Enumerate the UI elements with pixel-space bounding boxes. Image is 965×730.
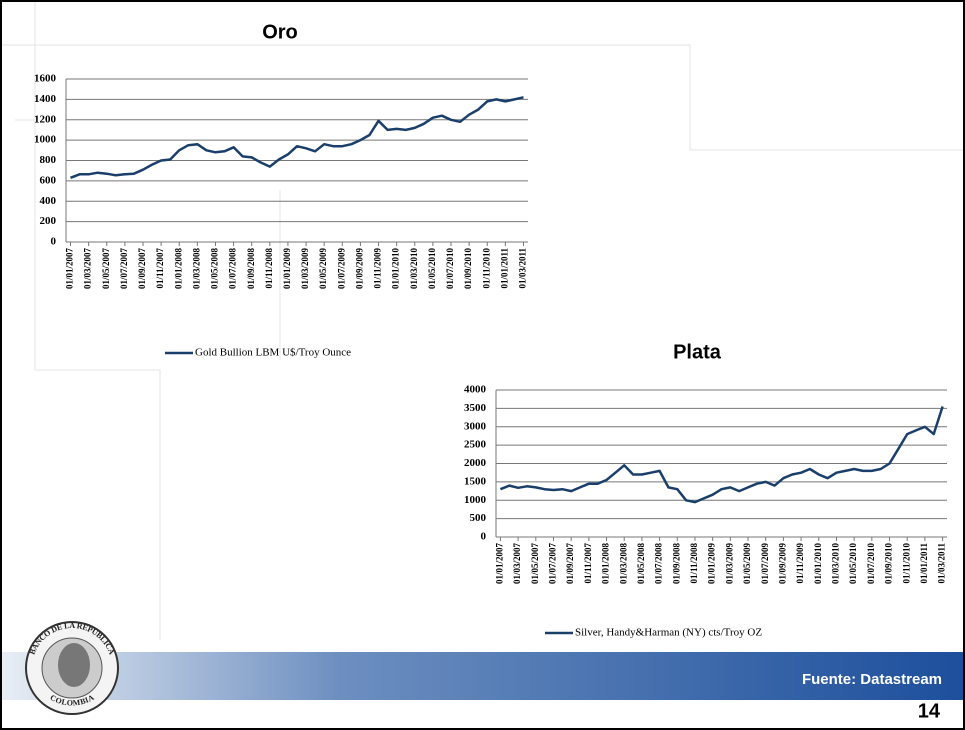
y-tick-label: 4000: [464, 384, 487, 396]
chart-title: Oro: [262, 21, 298, 43]
x-tick-label: 01/11/2009: [795, 543, 805, 584]
x-tick-label: 01/11/2010: [901, 543, 911, 584]
y-tick-label: 0: [51, 236, 57, 248]
x-tick-label: 01/05/2008: [636, 543, 646, 585]
x-tick-label: 01/09/2007: [565, 543, 575, 585]
x-tick-label: 01/09/2008: [246, 248, 256, 290]
x-tick-label: 01/09/2009: [354, 248, 364, 290]
x-tick-label: 01/05/2009: [318, 248, 328, 290]
x-tick-label: 01/09/2010: [463, 248, 473, 290]
x-tick-label: 01/09/2010: [884, 543, 894, 585]
x-tick-label: 01/01/2010: [813, 543, 823, 585]
x-tick-label: 01/03/2010: [831, 543, 841, 585]
y-tick-label: 3500: [464, 402, 487, 414]
decoration: [2, 2, 963, 640]
x-tick-label: 01/11/2010: [481, 248, 491, 289]
x-tick-label: 01/03/2009: [300, 248, 310, 290]
y-tick-label: 200: [40, 215, 57, 227]
x-tick-label: 01/07/2010: [866, 543, 876, 585]
x-tick-label: 01/03/2009: [724, 543, 734, 585]
x-tick-label: 01/01/2008: [173, 248, 183, 290]
x-tick-label: 01/03/2010: [409, 248, 419, 290]
footer-band: [2, 652, 963, 700]
x-tick-label: 01/11/2008: [689, 543, 699, 584]
x-tick-label: 01/09/2008: [671, 543, 681, 585]
x-tick-label: 01/03/2007: [512, 543, 522, 585]
x-tick-label: 01/07/2008: [228, 248, 238, 290]
legend-label: Gold Bullion LBM U$/Troy Ounce: [195, 347, 351, 359]
y-tick-label: 1200: [34, 113, 57, 125]
x-tick-label: 01/09/2007: [137, 248, 147, 290]
x-tick-label: 01/09/2009: [777, 543, 787, 585]
x-tick-label: 01/05/2010: [848, 543, 858, 585]
x-tick-label: 01/01/2008: [601, 543, 611, 585]
y-tick-label: 1500: [464, 475, 487, 487]
x-tick-label: 01/01/2009: [707, 543, 717, 585]
chart-title: Plata: [673, 341, 722, 363]
y-tick-label: 0: [481, 531, 487, 543]
x-tick-label: 01/05/2009: [742, 543, 752, 585]
x-tick-label: 01/05/2007: [101, 248, 111, 290]
y-tick-label: 1600: [34, 73, 57, 85]
x-tick-label: 01/07/2009: [760, 543, 770, 585]
svg-text:COLOMBIA: COLOMBIA: [49, 693, 96, 708]
x-tick-label: 01/01/2009: [282, 248, 292, 290]
x-tick-label: 01/01/2011: [919, 543, 929, 584]
x-tick-label: 01/11/2009: [373, 248, 383, 289]
y-tick-label: 1000: [34, 134, 57, 146]
y-tick-label: 1400: [34, 93, 57, 105]
series-line: [499, 406, 944, 504]
x-tick-label: 01/01/2007: [494, 543, 504, 585]
legend-label: Silver, Handy&Harman (NY) cts/Troy OZ: [575, 627, 762, 639]
x-tick-label: 01/05/2007: [530, 543, 540, 585]
y-tick-label: 600: [40, 174, 57, 186]
y-tick-label: 500: [470, 512, 487, 524]
x-tick-label: 01/05/2010: [427, 248, 437, 290]
x-tick-label: 01/07/2008: [654, 543, 664, 585]
y-tick-label: 3000: [464, 420, 487, 432]
series-line: [70, 96, 524, 179]
source-note: Fuente: Datastream: [802, 671, 942, 688]
x-tick-label: 01/03/2011: [937, 543, 947, 584]
x-tick-label: 01/01/2007: [65, 248, 75, 290]
x-tick-label: 01/01/2010: [391, 248, 401, 290]
y-tick-label: 2000: [464, 457, 487, 469]
page-number: 14: [918, 700, 941, 722]
y-tick-label: 800: [40, 154, 57, 166]
y-tick-label: 2500: [464, 439, 487, 451]
y-tick-label: 400: [40, 195, 57, 207]
logo-bottom: COLOMBIA: [49, 693, 96, 708]
logo: BANCO DE LA REPUBLICA COLOMBIA: [25, 621, 119, 715]
x-tick-label: 01/11/2007: [583, 543, 593, 584]
x-tick-label: 01/05/2008: [210, 248, 220, 290]
x-tick-label: 01/07/2007: [119, 248, 129, 290]
x-tick-label: 01/07/2009: [336, 248, 346, 290]
x-tick-label: 01/03/2007: [83, 248, 93, 290]
x-tick-label: 01/07/2007: [548, 543, 558, 585]
x-tick-label: 01/01/2011: [499, 248, 509, 289]
x-tick-label: 01/03/2008: [618, 543, 628, 585]
x-tick-label: 01/07/2010: [445, 248, 455, 290]
x-tick-label: 01/03/2008: [191, 248, 201, 290]
y-tick-label: 1000: [464, 494, 487, 506]
x-tick-label: 01/11/2007: [155, 248, 165, 289]
x-tick-label: 01/11/2008: [264, 248, 274, 289]
x-tick-label: 01/03/2011: [518, 248, 528, 289]
